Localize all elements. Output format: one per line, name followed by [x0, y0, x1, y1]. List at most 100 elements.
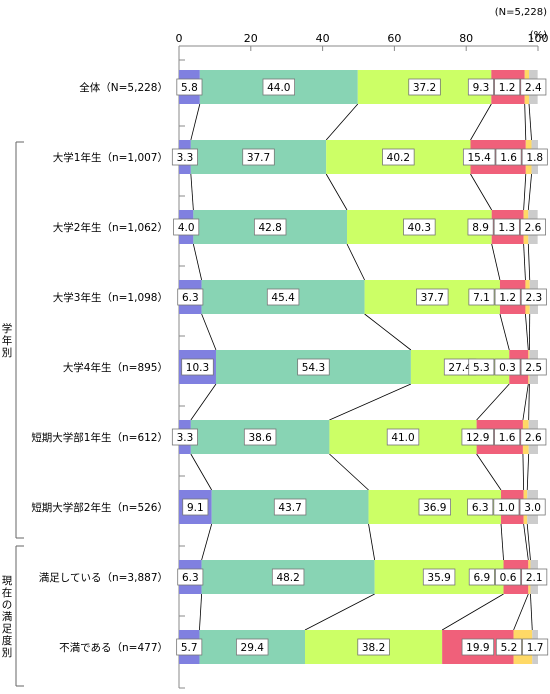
- data-label-box: [403, 218, 436, 236]
- bar-row: 大学1年生（n=1,007） 3.3 37.7 40.2 15.4 1.6 1.8: [53, 140, 548, 174]
- data-label: 1.3: [498, 222, 515, 234]
- data-label-box: [271, 568, 305, 586]
- data-label: 1.6: [500, 152, 517, 164]
- connector-line: [522, 453, 525, 491]
- data-label: 40.3: [408, 222, 431, 234]
- connector-line: [499, 313, 510, 351]
- category-label: 大学1年生（n=1,007）: [53, 151, 168, 164]
- connector-line: [525, 313, 529, 351]
- bar-row: 全体（N=5,228） 5.8 44.0 37.2 9.3 1.2 2.4: [79, 70, 547, 104]
- connector-line: [476, 453, 502, 491]
- data-label: 15.4: [467, 152, 491, 164]
- data-label-box: [468, 288, 495, 306]
- data-label: 1.7: [527, 642, 544, 654]
- data-label: 6.9: [473, 572, 490, 584]
- category-label: 大学2年生（n=1,062）: [53, 221, 168, 234]
- data-label: 3.3: [177, 152, 194, 164]
- bar-rows: 全体（N=5,228） 5.8 44.0 37.2 9.3 1.2 2.4 大学1年生（n=1…: [31, 70, 549, 664]
- data-label-box: [461, 638, 495, 656]
- data-label-box: [297, 358, 330, 376]
- data-label-box: [495, 638, 522, 656]
- data-label: 2.4: [525, 82, 542, 94]
- connector-line: [500, 523, 504, 561]
- data-label: 5.8: [181, 82, 198, 94]
- connector-line: [528, 103, 532, 141]
- data-label-box: [176, 78, 203, 96]
- connector-line: [304, 593, 375, 631]
- connector-line: [527, 243, 531, 281]
- data-label-box: [494, 288, 521, 306]
- data-label: 29.4: [241, 642, 265, 654]
- connector-line: [441, 593, 504, 631]
- x-tick-label: 0: [176, 32, 183, 45]
- data-label: 3.0: [524, 502, 541, 514]
- data-label-box: [494, 428, 521, 446]
- data-label-box: [262, 78, 296, 96]
- data-label: 0.6: [500, 572, 517, 584]
- connector-line: [199, 593, 203, 631]
- connector-line: [329, 453, 369, 491]
- data-label: 5.2: [501, 642, 518, 654]
- data-label-box: [266, 288, 300, 306]
- data-label: 54.3: [302, 362, 325, 374]
- data-label: 9.1: [187, 502, 204, 514]
- connector-line: [201, 313, 217, 351]
- data-label: 2.6: [525, 222, 542, 234]
- connector-line: [513, 593, 529, 631]
- data-label: 5.3: [473, 362, 490, 374]
- data-label: 6.3: [472, 502, 489, 514]
- data-label-box: [181, 358, 214, 376]
- data-label-box: [177, 568, 204, 586]
- group-label: 学年別: [2, 322, 13, 359]
- connector-line: [530, 593, 533, 631]
- data-label: 38.6: [248, 432, 272, 444]
- data-label: 8.9: [472, 222, 489, 234]
- data-label: 2.6: [525, 432, 542, 444]
- bar-row: 不満である（n=477） 5.7 29.4 38.2 19.9 5.2 1.7: [59, 630, 549, 664]
- data-label: 1.6: [499, 432, 516, 444]
- data-label-box: [467, 218, 494, 236]
- data-label-box: [171, 428, 198, 446]
- group-label: 現在の満足度別: [2, 575, 13, 659]
- connector-line: [368, 523, 376, 561]
- connector-line: [476, 383, 510, 421]
- connector-line: [528, 383, 530, 421]
- data-label-box: [357, 638, 390, 656]
- data-label-box: [176, 638, 203, 656]
- data-label: 19.9: [466, 642, 489, 654]
- data-label: 45.4: [271, 292, 295, 304]
- data-label: 42.8: [258, 222, 281, 234]
- data-label-box: [467, 498, 494, 516]
- data-label: 27.4: [448, 362, 472, 374]
- data-label: 2.3: [526, 292, 543, 304]
- connector-line: [325, 173, 348, 211]
- data-label-box: [173, 218, 200, 236]
- data-label: 4.0: [178, 222, 195, 234]
- connector-line: [470, 103, 492, 141]
- connector-line: [190, 103, 201, 141]
- connector-line: [470, 173, 493, 211]
- x-tick-label: 80: [459, 32, 473, 45]
- data-label-box: [467, 78, 494, 96]
- unit-label: (%): [530, 30, 547, 41]
- data-label-box: [519, 498, 546, 516]
- data-label-box: [468, 568, 495, 586]
- category-label: 満足している（n=3,887）: [39, 572, 168, 584]
- data-label-box: [416, 288, 449, 306]
- connector-line: [527, 173, 532, 211]
- data-label-box: [520, 428, 547, 446]
- connector-line: [329, 383, 412, 421]
- data-label: 1.2: [499, 292, 516, 304]
- data-label-box: [382, 148, 415, 166]
- bar-row: 短期大学部2年生（n=526） 9.1 43.7 36.9 6.3 1.0 3.0: [31, 490, 546, 524]
- data-label-box: [520, 358, 547, 376]
- data-label: 0.3: [499, 362, 516, 374]
- data-label: 44.0: [267, 82, 290, 94]
- data-label-box: [462, 148, 496, 166]
- data-label: 48.2: [276, 572, 299, 584]
- segment-connector-lines: [190, 103, 533, 631]
- data-label-box: [520, 288, 547, 306]
- data-label: 38.2: [362, 642, 385, 654]
